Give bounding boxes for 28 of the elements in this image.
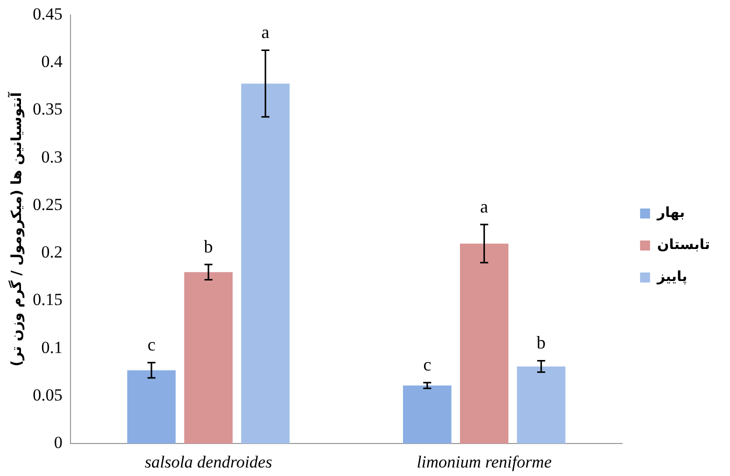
x-tick-label: salsola dendroides	[144, 452, 272, 472]
data-label: b	[536, 332, 546, 352]
y-tick-label: 0.05	[32, 385, 63, 404]
bar	[516, 366, 566, 444]
y-tick-label: 0	[54, 433, 63, 452]
y-tick-label: 0.3	[41, 147, 63, 166]
legend-label: پاییز	[656, 269, 688, 286]
legend-label: تابستان	[657, 237, 710, 254]
y-tick-label: 0.25	[32, 194, 63, 214]
legend-label: بهار	[656, 205, 685, 222]
y-tick-label: 0.4	[41, 52, 64, 72]
bar	[241, 84, 290, 444]
data-label: a	[261, 22, 270, 42]
y-tick-label: 0.35	[32, 100, 63, 119]
y-tick-label: 0.45	[32, 4, 63, 24]
data-label: b	[204, 236, 213, 256]
data-label: c	[423, 354, 432, 374]
y-tick-label: 0.1	[41, 338, 63, 357]
y-tick-label: 0.15	[32, 290, 63, 310]
bar	[402, 386, 452, 444]
y-axis-title: آنتوسیانین ها (میکرومول / گرم وزن تر)	[7, 90, 26, 366]
data-label: a	[480, 196, 488, 216]
bar	[127, 370, 176, 444]
bar	[184, 272, 233, 444]
data-label: c	[147, 334, 156, 354]
x-tick-label: limonium reniforme	[416, 452, 552, 472]
bar	[460, 244, 508, 444]
y-tick-label: 0.2	[41, 242, 63, 262]
